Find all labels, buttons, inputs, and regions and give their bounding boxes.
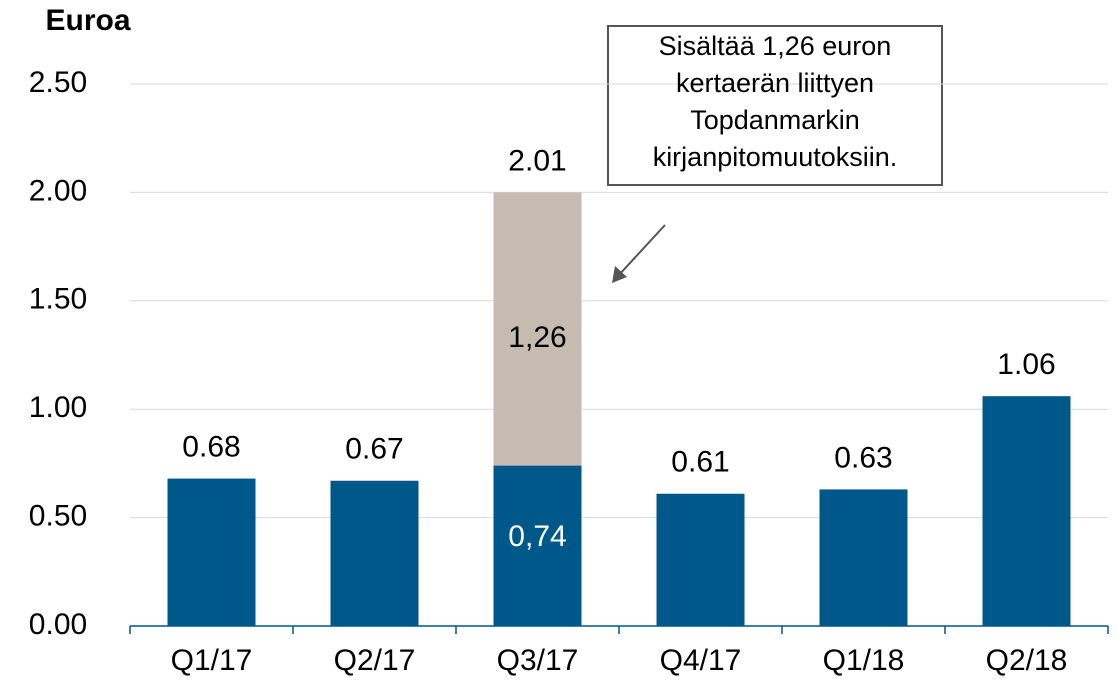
x-tick-label: Q1/17 — [171, 644, 253, 677]
arrow-head — [612, 266, 627, 283]
bar-segment — [167, 478, 256, 626]
segment-label: 0,74 — [508, 520, 566, 553]
total-label: 0.63 — [834, 441, 892, 474]
bar-segment — [330, 480, 419, 626]
bar-segment — [493, 465, 582, 626]
annotation-text: Sisältää 1,26 euron — [659, 31, 892, 61]
total-label: 0.68 — [182, 430, 240, 463]
y-tick-label: 1.50 — [29, 283, 87, 316]
annotation-text: kertaerän liittyen — [676, 68, 874, 98]
y-tick-label: 2.00 — [29, 174, 87, 207]
x-tick-label: Q2/18 — [986, 644, 1068, 677]
annotation-text: kirjanpitomuutoksiin. — [653, 142, 898, 172]
total-label: 0.67 — [345, 433, 403, 466]
x-tick-label: Q3/17 — [497, 644, 579, 677]
annotation-text: Topdanmarkin — [690, 105, 860, 135]
segment-label: 1,26 — [508, 321, 566, 354]
y-tick-label: 2.50 — [29, 66, 87, 99]
annotation-arrow — [617, 224, 666, 277]
annotation-box — [607, 25, 943, 186]
y-tick-label: 1.00 — [29, 391, 87, 424]
x-tick-label: Q2/17 — [334, 644, 416, 677]
y-tick-label: 0.00 — [29, 608, 87, 641]
bar-segment — [819, 489, 908, 626]
bar-segment — [656, 493, 745, 626]
total-label: 2.01 — [508, 144, 566, 177]
x-tick-label: Q4/17 — [660, 644, 742, 677]
x-tick-label: Q1/18 — [823, 644, 905, 677]
bar-segment — [493, 192, 582, 466]
y-tick-label: 0.50 — [29, 500, 87, 533]
y-axis-label: Euroa — [45, 4, 130, 37]
total-label: 1.06 — [997, 348, 1055, 381]
bar-segment — [982, 396, 1071, 626]
total-label: 0.61 — [671, 446, 729, 479]
